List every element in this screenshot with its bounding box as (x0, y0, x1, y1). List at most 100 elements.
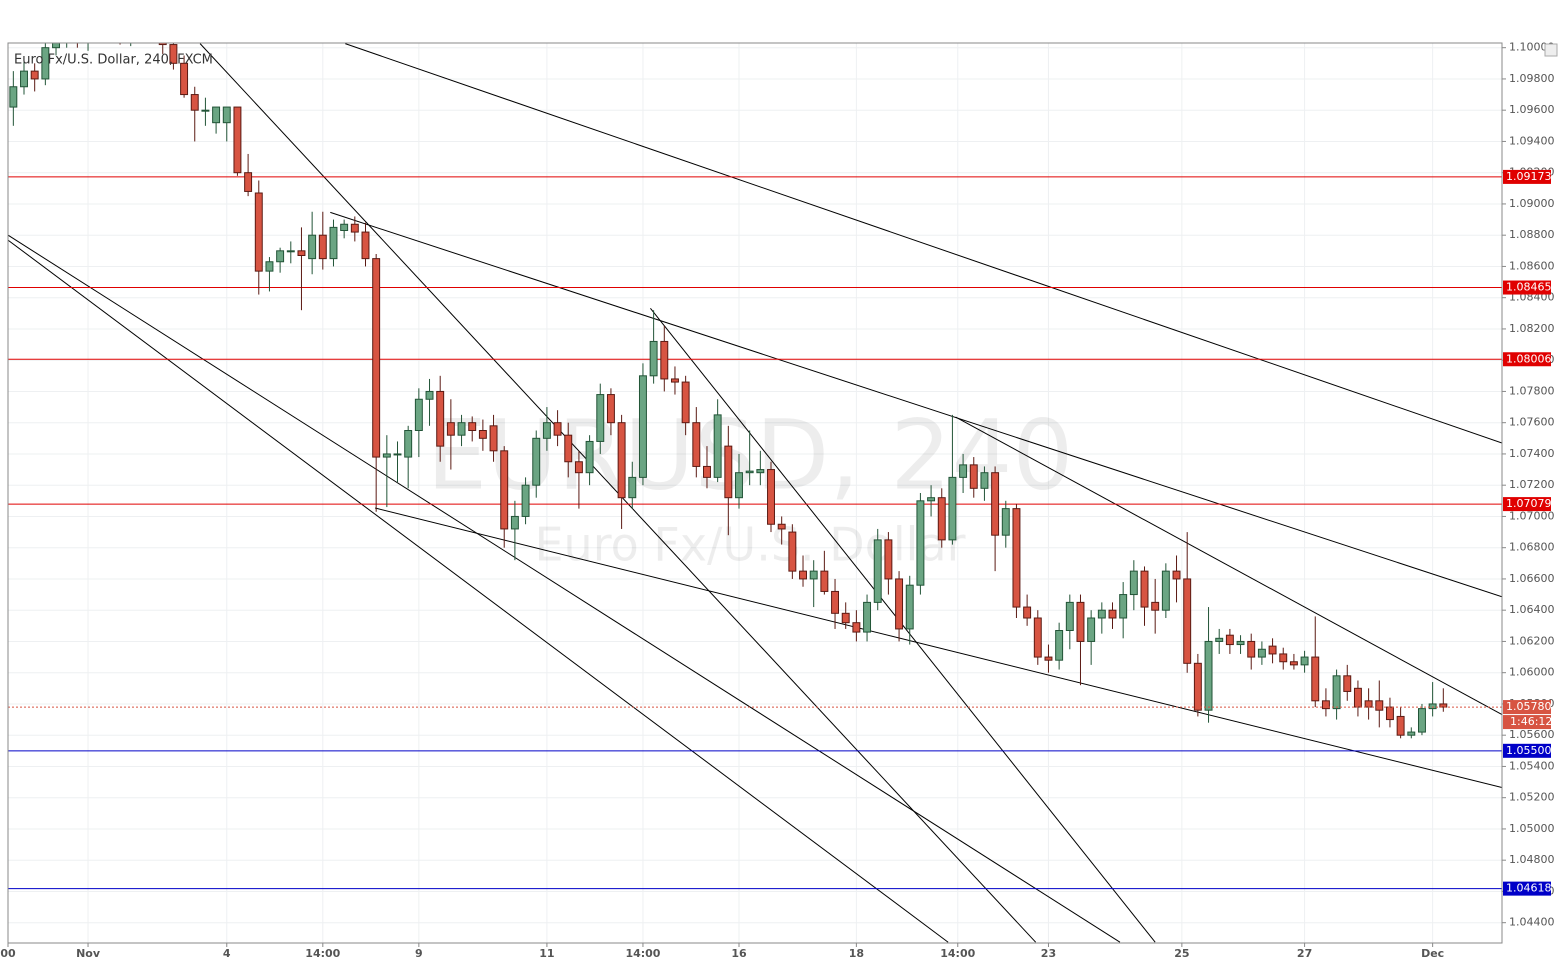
candle-body (606, 394, 615, 424)
y-tick-label: 1.06600 (1509, 572, 1555, 585)
candle-body (1396, 715, 1405, 736)
y-tick-label: 1.10000 (1509, 41, 1555, 54)
candle-body (692, 422, 701, 467)
candle-body (350, 223, 359, 233)
candle-body (1236, 640, 1245, 646)
candle-body (9, 86, 18, 108)
candle-body (500, 450, 509, 530)
candle-body (713, 414, 722, 478)
x-tick-label: Nov (76, 947, 101, 960)
candle-body (532, 437, 541, 486)
candle-body (1172, 570, 1181, 580)
level-label: 1.08006 (1506, 352, 1552, 365)
y-tick-label: 1.06800 (1509, 541, 1555, 554)
candle-body (52, 43, 60, 49)
candle-body (286, 250, 295, 253)
candle-body (564, 434, 573, 463)
candle-body (340, 223, 349, 231)
candle-body (318, 234, 327, 260)
candle-body (724, 445, 733, 499)
level-label-box (1503, 881, 1551, 896)
x-tick-label: Dec (1421, 947, 1444, 960)
candle-body (628, 476, 637, 499)
candle-body (1215, 637, 1224, 642)
x-tick-label: 14:00 (625, 947, 660, 960)
candle-body (1268, 645, 1277, 655)
trend-line (345, 43, 1502, 444)
level-label-box (1503, 497, 1551, 512)
x-tick-label: 27 (1297, 947, 1312, 960)
candle-body (1087, 617, 1096, 642)
candle-body (361, 231, 370, 260)
trend-line (330, 211, 1502, 598)
candle-body (276, 250, 285, 263)
candle-body (1065, 601, 1074, 631)
candle-body (585, 440, 594, 474)
candle-body (1428, 703, 1437, 710)
candle-body (1353, 687, 1362, 708)
y-tick-label: 1.04800 (1509, 853, 1555, 866)
candle-body (1289, 661, 1298, 666)
candle-body (1204, 640, 1213, 711)
y-tick-label: 1.05200 (1509, 791, 1555, 804)
candle-body (873, 539, 882, 603)
candle-body (1055, 630, 1064, 661)
y-tick-label: 1.07200 (1509, 478, 1555, 491)
candle-body (468, 422, 477, 431)
candle-body (30, 70, 39, 80)
candle-body (436, 390, 445, 447)
level-label-box (1503, 743, 1551, 758)
candle-body (20, 70, 28, 88)
candle-body (201, 109, 210, 112)
candle-body (670, 378, 679, 383)
candle-body (233, 106, 242, 174)
candle-body (372, 258, 381, 458)
scroll-button[interactable] (1544, 43, 1558, 57)
y-tick-label: 1.05600 (1509, 728, 1555, 741)
x-tick-label: 23 (1041, 947, 1056, 960)
candle-body (1279, 653, 1288, 663)
candle-body (927, 497, 936, 502)
x-tick-label: 18 (849, 947, 864, 960)
candle-body (329, 226, 338, 260)
candle-body (478, 430, 487, 439)
candle-body (1097, 609, 1106, 619)
candle-body (1183, 578, 1192, 664)
candle-body (1407, 731, 1416, 736)
plot-border (7, 42, 1503, 944)
candle-body (254, 192, 263, 272)
candle-body (841, 612, 850, 624)
candle-body (382, 453, 391, 458)
candle-body (703, 465, 711, 478)
level-label: 1.04618 (1506, 882, 1552, 895)
x-tick-label: 00 (0, 947, 16, 960)
candle-body (638, 375, 647, 478)
x-tick-label: 9 (415, 947, 423, 960)
candle-body (41, 47, 50, 80)
candle-body (297, 250, 306, 256)
axes: 1.044001.046001.048001.050001.052001.054… (0, 41, 1554, 960)
plot-area (8, 43, 1502, 943)
candle-body (1012, 508, 1021, 608)
candle-body (1225, 634, 1234, 646)
candle-body (1151, 601, 1160, 611)
candle-body (1023, 606, 1032, 619)
candle-body (489, 425, 498, 452)
candle-body (756, 469, 765, 474)
candle-body (649, 340, 658, 377)
candle-body (735, 472, 743, 499)
candle-body (916, 500, 925, 586)
level-label: 1.05500 (1506, 744, 1552, 757)
y-tick-label: 1.09400 (1509, 134, 1555, 147)
candle-body (852, 622, 861, 633)
candle-body (788, 531, 797, 572)
y-tick-label: 1.09600 (1509, 103, 1555, 116)
candle-body (1001, 508, 1010, 536)
level-label: 1.08465 (1506, 281, 1552, 294)
candle-body (1129, 570, 1138, 596)
y-tick-label: 1.08800 (1509, 228, 1555, 241)
y-tick-label: 1.07600 (1509, 416, 1555, 429)
trend-line (8, 239, 949, 943)
candle-body (777, 523, 786, 530)
candle-body (1375, 700, 1384, 711)
